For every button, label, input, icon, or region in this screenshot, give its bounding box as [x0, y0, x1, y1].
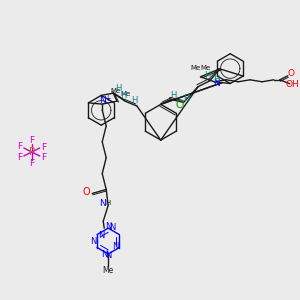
Text: F: F: [17, 153, 22, 162]
Text: H: H: [115, 84, 121, 93]
Text: F: F: [41, 153, 46, 162]
Text: O: O: [82, 188, 90, 197]
Text: F: F: [29, 136, 34, 145]
Text: +: +: [104, 94, 110, 103]
Text: OH: OH: [286, 80, 300, 89]
Text: N: N: [101, 250, 107, 260]
Text: H: H: [120, 91, 126, 100]
Text: H: H: [170, 91, 177, 100]
Text: Me: Me: [110, 88, 120, 94]
Text: H: H: [106, 200, 111, 206]
Text: N: N: [99, 96, 106, 105]
Text: Me: Me: [103, 266, 114, 275]
Text: P: P: [29, 147, 35, 157]
Text: N: N: [213, 79, 220, 88]
Text: Me: Me: [190, 65, 201, 71]
Text: Cl: Cl: [176, 100, 185, 110]
Text: N: N: [98, 231, 104, 240]
Text: N: N: [105, 251, 111, 260]
Text: N: N: [105, 222, 111, 231]
Text: F: F: [41, 142, 46, 152]
Text: H: H: [183, 94, 190, 103]
Text: H: H: [204, 71, 210, 80]
Text: F: F: [17, 142, 22, 151]
Text: Me: Me: [200, 65, 211, 71]
Text: N: N: [112, 242, 119, 251]
Text: N: N: [90, 237, 97, 246]
Text: Me: Me: [120, 91, 130, 97]
Text: H: H: [131, 96, 137, 105]
Text: O: O: [287, 69, 294, 78]
Text: F: F: [29, 159, 34, 168]
Text: H: H: [213, 75, 219, 84]
Text: N: N: [109, 223, 115, 232]
Text: N: N: [99, 199, 106, 208]
